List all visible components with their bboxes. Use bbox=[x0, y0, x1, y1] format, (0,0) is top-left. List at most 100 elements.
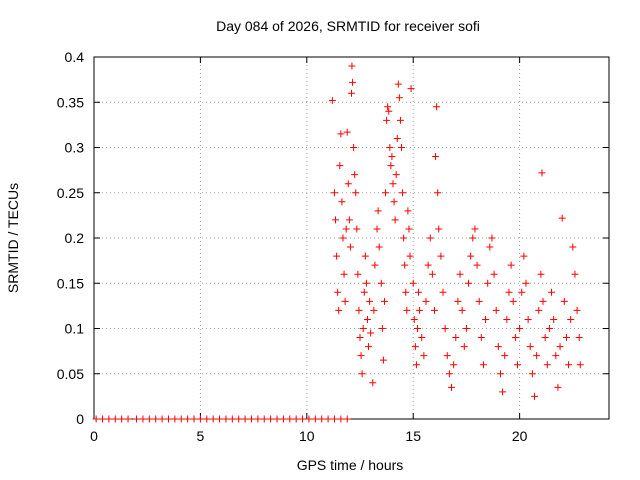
data-point bbox=[533, 352, 541, 360]
data-point bbox=[118, 415, 126, 423]
data-point bbox=[177, 415, 185, 423]
y-tick-label: 0.05 bbox=[57, 366, 84, 382]
data-point bbox=[392, 171, 400, 179]
data-point bbox=[358, 370, 366, 378]
y-tick-label: 0.25 bbox=[57, 185, 84, 201]
data-point bbox=[292, 415, 300, 423]
data-point bbox=[409, 279, 417, 287]
data-point bbox=[398, 144, 406, 151]
data-point bbox=[286, 415, 294, 423]
data-point bbox=[348, 89, 355, 97]
data-point bbox=[402, 288, 410, 296]
data-point bbox=[441, 325, 449, 332]
data-point bbox=[228, 415, 236, 423]
y-tick-label: 0.1 bbox=[65, 321, 85, 337]
data-point bbox=[356, 334, 364, 342]
data-point bbox=[406, 252, 414, 260]
y-tick-label: 0.35 bbox=[57, 94, 84, 110]
data-point bbox=[203, 415, 211, 423]
data-point bbox=[382, 189, 390, 197]
data-point bbox=[403, 306, 411, 314]
data-point bbox=[467, 252, 475, 260]
data-point bbox=[541, 334, 549, 342]
data-point bbox=[139, 415, 147, 423]
data-point bbox=[344, 180, 352, 188]
data-point bbox=[345, 216, 353, 224]
data-point bbox=[339, 234, 347, 242]
data-point bbox=[554, 383, 562, 391]
data-point bbox=[415, 288, 423, 296]
data-point bbox=[456, 270, 464, 278]
data-point bbox=[370, 306, 378, 314]
data-point bbox=[152, 415, 160, 423]
data-point bbox=[565, 361, 573, 369]
data-point bbox=[435, 225, 443, 233]
data-point bbox=[503, 315, 511, 323]
data-point bbox=[350, 144, 358, 151]
data-point bbox=[318, 415, 326, 423]
data-point bbox=[330, 415, 338, 423]
data-point bbox=[520, 252, 528, 260]
y-tick-label: 0 bbox=[76, 411, 84, 427]
data-point bbox=[341, 297, 349, 305]
data-point bbox=[105, 415, 113, 423]
data-point bbox=[355, 306, 363, 314]
data-point bbox=[361, 252, 369, 260]
data-point bbox=[359, 325, 367, 332]
axis-ticks: 0 0.05 0.1 0.15 0.2 0.25 0.3 0.35 0.4 0 5 10 15 20 bbox=[57, 49, 609, 444]
data-point bbox=[509, 297, 517, 305]
data-point bbox=[556, 343, 564, 351]
data-point bbox=[354, 270, 362, 278]
data-point bbox=[342, 225, 350, 233]
data-point bbox=[386, 144, 394, 151]
data-point bbox=[560, 297, 568, 305]
y-tick-label: 0.3 bbox=[65, 140, 85, 156]
data-point bbox=[575, 334, 583, 342]
data-point bbox=[396, 116, 404, 124]
data-point bbox=[538, 169, 546, 177]
data-point bbox=[387, 162, 395, 170]
data-point bbox=[378, 325, 386, 332]
data-point bbox=[324, 415, 332, 423]
data-point bbox=[333, 252, 341, 260]
data-point bbox=[576, 361, 584, 369]
data-point bbox=[548, 288, 556, 296]
data-point bbox=[367, 329, 375, 337]
data-point bbox=[405, 225, 413, 233]
data-point bbox=[357, 352, 365, 360]
data-point bbox=[388, 153, 396, 161]
data-point bbox=[184, 415, 192, 423]
data-point bbox=[383, 116, 391, 124]
data-point bbox=[545, 325, 553, 332]
data-point bbox=[507, 261, 515, 269]
data-point bbox=[362, 279, 370, 287]
data-point bbox=[390, 198, 398, 206]
data-point bbox=[343, 415, 351, 423]
data-point bbox=[543, 361, 551, 369]
data-point bbox=[424, 261, 432, 269]
data-point bbox=[216, 415, 224, 423]
data-point bbox=[338, 198, 346, 206]
data-point bbox=[273, 415, 281, 423]
data-point bbox=[360, 288, 368, 296]
y-tick-label: 0.4 bbox=[65, 49, 85, 65]
x-axis-label: GPS time / hours bbox=[297, 457, 404, 473]
data-point bbox=[164, 415, 172, 423]
data-point bbox=[384, 103, 392, 111]
data-point bbox=[267, 415, 275, 423]
data-point bbox=[482, 315, 490, 323]
data-point bbox=[335, 306, 343, 314]
data-point bbox=[569, 243, 577, 251]
data-point bbox=[443, 352, 451, 360]
data-point bbox=[337, 130, 345, 138]
data-point bbox=[99, 415, 107, 423]
data-point bbox=[332, 216, 340, 224]
x-tick-label: 10 bbox=[299, 428, 315, 444]
data-point bbox=[133, 415, 141, 423]
data-point bbox=[340, 270, 348, 278]
data-point bbox=[352, 189, 360, 197]
data-point bbox=[92, 415, 100, 423]
data-point bbox=[571, 270, 579, 278]
data-point bbox=[537, 270, 545, 278]
